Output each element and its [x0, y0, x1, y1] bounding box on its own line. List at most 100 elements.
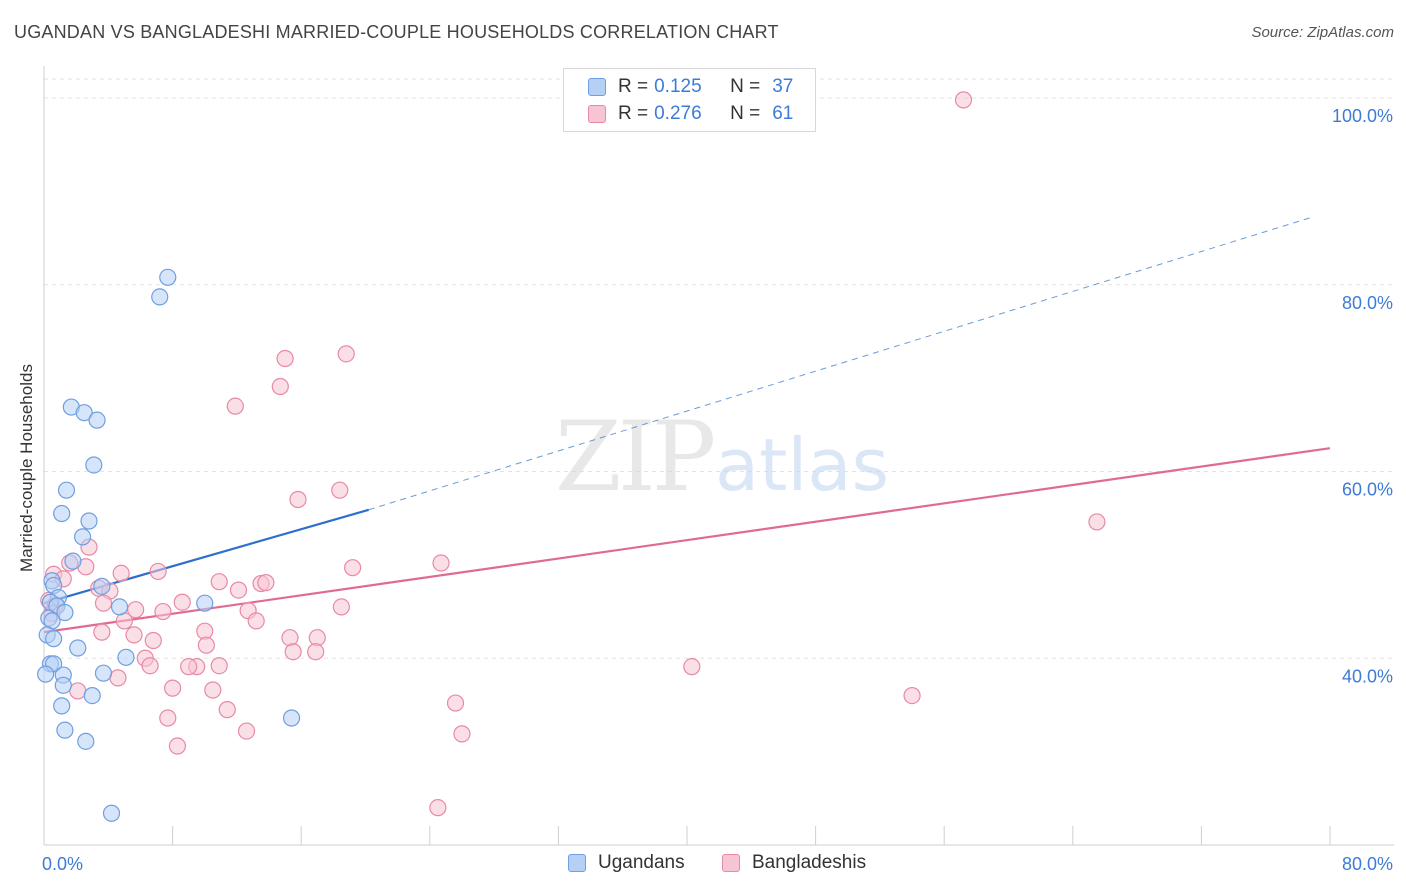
watermark-zip: ZIP	[555, 401, 714, 513]
bangladeshi-point[interactable]	[112, 564, 130, 582]
y-tick-label: 100.0%	[1332, 106, 1393, 126]
ugandan-point[interactable]	[37, 665, 55, 683]
bangladeshi-point[interactable]	[331, 481, 349, 499]
bangladeshi-point[interactable]	[210, 657, 228, 675]
bangladeshi-point[interactable]	[257, 574, 275, 592]
bangladeshi-point[interactable]	[332, 598, 350, 616]
bangladeshi-trend-line	[43, 447, 1331, 634]
bangladeshi-point[interactable]	[276, 349, 294, 368]
watermark: ZIP atlas	[555, 401, 889, 513]
correlation-legend: R = 0.125 N = 37 R = 0.276 N = 61	[563, 68, 816, 132]
ugandan-point[interactable]	[282, 709, 301, 727]
bangladeshi-point[interactable]	[289, 490, 307, 509]
bangladeshi-point[interactable]	[197, 636, 215, 654]
legend-label-bangladeshis: Bangladeshis	[752, 852, 867, 873]
legend-r-value: 0.276	[654, 103, 702, 124]
y-axis-label: Married-couple Households	[17, 364, 36, 572]
ugandan-point[interactable]	[53, 504, 71, 523]
bangladeshi-point[interactable]	[69, 682, 87, 700]
y-tick-label: 60.0%	[1342, 480, 1393, 500]
ugandan-point[interactable]	[93, 577, 111, 595]
bangladeshi-point[interactable]	[453, 725, 471, 743]
bangladeshi-point[interactable]	[144, 631, 162, 650]
ugandan-point[interactable]	[102, 804, 121, 822]
bangladeshi-point[interactable]	[271, 377, 289, 396]
legend-r-label: R =	[618, 103, 649, 124]
ugandan-point[interactable]	[75, 404, 93, 422]
bangladeshi-point[interactable]	[683, 658, 701, 676]
bangladeshi-point[interactable]	[446, 694, 465, 712]
bangladeshi-point[interactable]	[226, 397, 244, 415]
series-legend: Ugandans Bangladeshis	[0, 852, 1406, 878]
ugandan-point[interactable]	[83, 687, 101, 705]
bangladeshi-point[interactable]	[344, 559, 362, 577]
axis-ticks: 40.0% 60.0% 80.0% 100.0% 0.0% 80.0%	[42, 106, 1393, 874]
ugandan-point[interactable]	[117, 648, 135, 666]
legend-swatch-blue	[568, 854, 586, 872]
ugandan-point[interactable]	[196, 594, 214, 612]
bangladeshi-point[interactable]	[247, 612, 265, 630]
bangladeshi-point[interactable]	[903, 687, 921, 705]
bangladeshi-point[interactable]	[284, 643, 302, 661]
bangladeshi-point[interactable]	[154, 602, 172, 621]
legend-item-bangladeshis[interactable]: Bangladeshis	[722, 852, 866, 874]
bangladeshi-point[interactable]	[149, 562, 167, 581]
ugandan-point[interactable]	[85, 456, 103, 474]
ugandan-point[interactable]	[159, 268, 177, 286]
legend-n-value: 37	[772, 76, 794, 97]
ugandan-point[interactable]	[110, 598, 129, 616]
legend-row-ugandans: R = 0.125 N = 37	[588, 74, 793, 100]
ugandan-point[interactable]	[151, 288, 169, 306]
bangladeshi-point[interactable]	[237, 722, 256, 740]
bangladeshi-point[interactable]	[229, 581, 248, 599]
bangladeshi-point[interactable]	[281, 629, 299, 647]
source-label: Source: ZipAtlas.com	[1251, 24, 1394, 41]
legend-swatch-pink	[588, 105, 606, 123]
bangladeshi-point[interactable]	[173, 593, 191, 611]
bangladeshi-point[interactable]	[125, 626, 143, 644]
axes	[43, 66, 1394, 846]
ugandan-point[interactable]	[56, 721, 74, 739]
bangladeshi-point[interactable]	[180, 658, 198, 676]
bangladeshi-point[interactable]	[159, 709, 177, 727]
bangladeshi-point[interactable]	[307, 643, 325, 661]
gridlines	[44, 78, 1394, 659]
ugandan-point[interactable]	[54, 676, 72, 694]
bangladeshi-point[interactable]	[204, 681, 222, 699]
bangladeshi-point[interactable]	[210, 573, 228, 591]
ugandan-point[interactable]	[45, 630, 63, 648]
x-tick-label: 80.0%	[1342, 854, 1393, 874]
legend-r-value: 0.125	[654, 76, 702, 97]
legend-n-label: N =	[730, 76, 761, 97]
ugandan-point[interactable]	[56, 603, 74, 622]
bangladeshi-point[interactable]	[109, 669, 127, 687]
legend-item-ugandans[interactable]: Ugandans	[568, 852, 685, 874]
bangladeshi-point[interactable]	[432, 554, 450, 572]
legend-row-bangladeshis: R = 0.276 N = 61	[588, 101, 793, 127]
y-tick-label: 40.0%	[1342, 666, 1393, 686]
ugandan-point[interactable]	[73, 528, 92, 546]
ugandan-point[interactable]	[53, 697, 71, 715]
ugandan-point[interactable]	[77, 732, 95, 750]
ugandan-point[interactable]	[88, 411, 106, 429]
ugandan-point[interactable]	[57, 481, 76, 499]
bangladeshi-point[interactable]	[954, 91, 973, 109]
bangladeshi-point[interactable]	[218, 701, 236, 719]
bangladeshi-point[interactable]	[168, 737, 187, 755]
bangladeshi-point[interactable]	[429, 799, 447, 817]
bangladeshi-point[interactable]	[93, 623, 111, 641]
bangladeshi-points	[40, 91, 1106, 817]
ugandan-point[interactable]	[80, 512, 98, 530]
ugandan-point[interactable]	[64, 552, 82, 570]
bangladeshi-point[interactable]	[141, 657, 159, 675]
ugandan-point[interactable]	[94, 664, 113, 682]
bangladeshi-point[interactable]	[164, 679, 182, 697]
bangladeshi-point[interactable]	[94, 594, 113, 612]
bangladeshi-point[interactable]	[337, 345, 355, 363]
legend-r-label: R =	[618, 76, 649, 97]
bangladeshi-point[interactable]	[1088, 513, 1106, 531]
legend-label-ugandans: Ugandans	[598, 852, 685, 873]
legend-n-value: 61	[772, 103, 794, 124]
ugandan-point[interactable]	[69, 639, 87, 657]
